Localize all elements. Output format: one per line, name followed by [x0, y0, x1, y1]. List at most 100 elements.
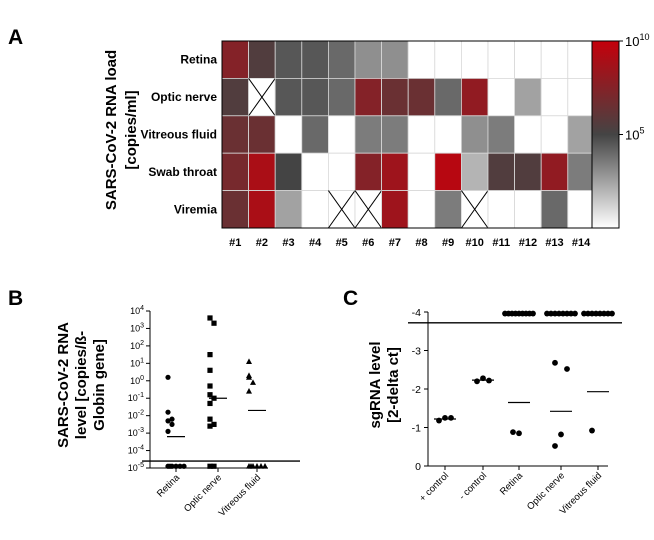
heatmap-cell: [514, 115, 542, 154]
heatmap-cell: [327, 115, 356, 154]
panel-c-point: [585, 310, 591, 317]
panel-b-point: [207, 423, 213, 429]
heatmap-column-label: #13: [545, 237, 563, 249]
panel-c-point: [448, 414, 454, 421]
panel-b-point: [173, 463, 179, 469]
heatmap-cell: [567, 115, 595, 154]
panel-c-point: [589, 427, 595, 434]
heatmap-cell: [567, 78, 595, 117]
panel-b-point: [165, 428, 171, 434]
heatmap-cell: [487, 152, 516, 191]
heatmap-cell: [407, 40, 436, 79]
heatmap-column-label: #1: [229, 237, 241, 249]
heatmap-cell: [354, 78, 383, 117]
panel-c-point: [601, 310, 607, 317]
panel-b-category-label: Optic nerve: [182, 472, 224, 514]
panel-c-point: [474, 378, 480, 385]
panel-b-y-tick-label: 10-1: [128, 392, 144, 403]
heatmap-column-label: #14: [572, 237, 591, 249]
heatmap-cells: [221, 40, 595, 229]
panel-c-point: [544, 310, 550, 317]
heatmap-cell: [434, 78, 462, 117]
heatmap-cell-missing-cross: [460, 190, 489, 229]
panel-b-point: [211, 463, 217, 469]
heatmap-cell: [248, 190, 276, 229]
panel-b-point: [207, 463, 213, 469]
heatmap-cell: [487, 190, 516, 229]
panel-b-point: [207, 383, 213, 389]
panel-b-point: [169, 421, 175, 427]
panel-c-point: [597, 310, 603, 317]
panel-c-y-tick-label: 0: [415, 461, 421, 473]
heatmap-cell: [434, 152, 462, 191]
heatmap-cell: [381, 190, 409, 229]
panel-c-point: [556, 310, 562, 317]
heatmap-cell: [221, 78, 250, 117]
heatmap-column-label: #8: [415, 237, 427, 249]
panel-b: B SARS-CoV-2 RNA level [copies/ß- Globin…: [8, 287, 300, 519]
panel-b-point: [167, 463, 173, 469]
heatmap-cell: [248, 152, 276, 191]
panel-c-point: [510, 429, 516, 436]
heatmap-cell: [327, 40, 356, 79]
panel-c-ylabel-line2: [2-delta ct]: [385, 347, 402, 423]
panel-c-category-label: - control: [457, 470, 489, 502]
panel-b-y-tick-label: 100: [130, 375, 144, 386]
panel-c-y-tick-label: -1: [412, 423, 421, 435]
panel-c-y-tick-label: -3: [412, 346, 421, 358]
heatmap-row-labels: Retina Optic nerve Vitreous fluid Swab thro…: [141, 53, 218, 217]
heatmap-cell: [567, 152, 595, 191]
panel-b-point: [246, 358, 252, 364]
heatmap-cell: [354, 152, 383, 191]
panel-b-point: [246, 388, 252, 394]
panel-b-point: [211, 320, 217, 326]
heatmap-cell: [540, 78, 569, 117]
panel-b-point: [165, 418, 171, 424]
heatmap-cell: [540, 190, 569, 229]
heatmap-column-label: #7: [389, 237, 401, 249]
panel-b-ylabel-line1: SARS-CoV-2 RNA: [55, 322, 72, 448]
panel-label-c: C: [343, 287, 358, 310]
panel-b-y-tick-label: 104: [130, 305, 144, 316]
heatmap-cell: [514, 78, 542, 117]
panel-b-point: [211, 421, 217, 427]
panel-label-b: B: [8, 287, 23, 310]
panel-b-point: [165, 409, 171, 415]
panel-b-category-label: Vitreous fluid: [217, 472, 263, 518]
heatmap-column-label: #3: [282, 237, 294, 249]
panel-b-category-label: Retina: [155, 472, 183, 500]
panel-c-points: [434, 310, 615, 449]
panel-c-category-label: Retina: [498, 470, 526, 498]
panel-c-point: [605, 310, 611, 317]
colorbar: [591, 40, 620, 229]
panel-c-point: [564, 366, 570, 372]
heatmap-cell: [407, 152, 436, 191]
panel-c-point: [552, 359, 558, 366]
heatmap-cell: [301, 152, 329, 191]
heatmap-cell: [248, 40, 276, 79]
heatmap-row-label: Vitreous fluid: [141, 128, 217, 142]
panel-c-point: [589, 310, 595, 317]
heatmap-cell: [301, 115, 329, 154]
heatmap-cell: [407, 190, 436, 229]
panel-c-point: [516, 430, 522, 437]
heatmap-row-label: Retina: [180, 53, 217, 67]
panel-c-ylabel: sgRNA level [2-delta ct]: [367, 342, 402, 429]
heatmap-row-label: Optic nerve: [151, 90, 217, 104]
heatmap-column-label: #9: [442, 237, 454, 249]
panel-b-ylabel-line3: Globin gene]: [91, 339, 108, 431]
heatmap-cell-missing-cross: [354, 190, 383, 229]
heatmap-cell: [221, 190, 250, 229]
panel-c-y-tick-label: -2: [412, 384, 421, 396]
heatmap-cell: [381, 78, 409, 117]
panel-b-point: [207, 400, 213, 407]
panel-b-y-tick-label: 10-4: [128, 445, 144, 456]
heatmap-row-label: Viremia: [174, 202, 217, 216]
heatmap-cell: [301, 40, 329, 79]
heatmap-column-label: #10: [466, 237, 484, 249]
heatmap-cell: [540, 115, 569, 154]
panel-c-point: [548, 310, 554, 317]
panel-c: C sgRNA level [2-delta ct] 0 -1 -2 -3 -4 + co…: [343, 287, 622, 517]
heatmap-ylabel-line2: [copies/ml]: [123, 90, 140, 169]
